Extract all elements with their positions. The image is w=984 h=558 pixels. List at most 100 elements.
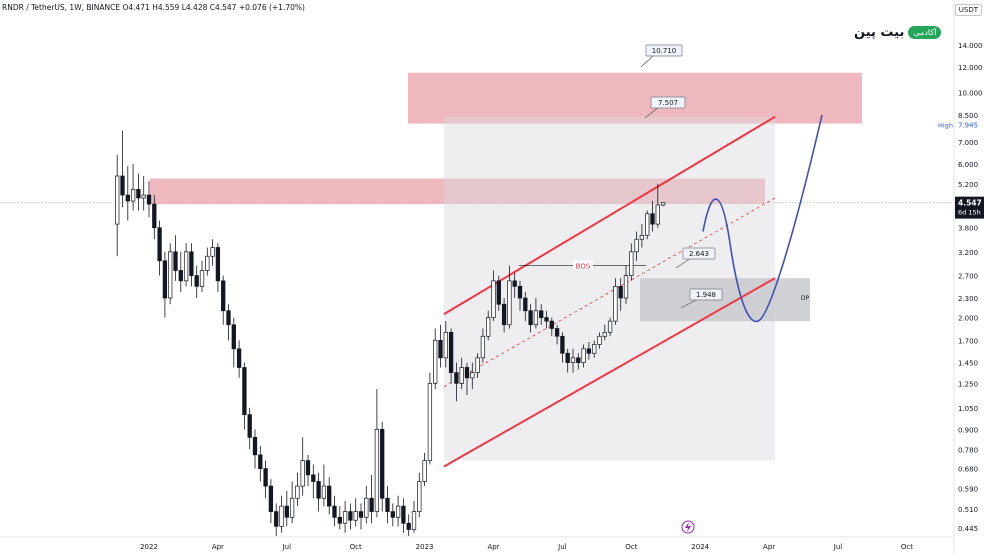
candle: [623, 265, 629, 305]
candle: [427, 372, 433, 465]
candle-body: [120, 175, 125, 196]
x-tick-label: Apr: [212, 543, 224, 551]
high-label: High: [938, 122, 953, 130]
currency-selector[interactable]: USDT: [954, 4, 982, 16]
symbol-info-line: RNDR / TetherUS, 1W, BINANCE O4.471 H4.5…: [2, 3, 305, 12]
candle: [570, 348, 576, 373]
label-text: 2.643: [689, 250, 709, 258]
candle: [517, 280, 523, 311]
candle: [512, 273, 517, 299]
candle-body: [486, 317, 491, 337]
candle-body: [581, 348, 586, 363]
candle-body: [459, 367, 464, 384]
candle-body: [316, 481, 321, 499]
candle-body: [178, 270, 183, 282]
candle: [374, 389, 380, 518]
label-pointer: [644, 106, 660, 119]
candle-body: [501, 303, 507, 326]
x-tick-label: Jul: [557, 543, 567, 551]
candle-body: [364, 497, 369, 518]
candle-body: [210, 247, 215, 257]
candle: [274, 503, 279, 536]
candle: [215, 243, 221, 293]
candle-body: [268, 485, 274, 512]
candle: [321, 464, 327, 507]
candle: [353, 498, 358, 527]
candle-body: [592, 344, 597, 354]
candle: [401, 498, 406, 533]
candle-body: [136, 188, 141, 199]
y-tick-label: 3.200: [958, 249, 978, 257]
candle-body: [650, 213, 655, 225]
y-tick-label: 0.900: [958, 426, 978, 434]
candle-body: [369, 497, 374, 512]
candle: [385, 486, 390, 524]
candle: [602, 324, 607, 341]
candle: [650, 201, 655, 232]
candle-body: [523, 297, 528, 312]
candle-body: [194, 275, 199, 287]
label-1948: 1.948: [680, 288, 723, 309]
candle: [607, 317, 613, 337]
projection-path: [702, 114, 823, 323]
candle: [348, 503, 353, 530]
candle-body: [173, 251, 178, 271]
candle-body: [311, 474, 316, 482]
candle-body: [496, 280, 501, 305]
candle: [454, 362, 459, 402]
label-box: [689, 288, 723, 301]
candle: [629, 243, 634, 281]
candle-body: [242, 367, 247, 415]
candle: [496, 275, 501, 311]
y-tick-label: 0.590: [958, 485, 978, 493]
candle: [655, 183, 660, 228]
candle-body: [183, 251, 189, 282]
candle: [544, 310, 549, 329]
candle-body: [533, 310, 539, 326]
candle: [327, 477, 332, 515]
candle: [268, 479, 274, 524]
candle: [395, 495, 401, 527]
candle-body: [470, 372, 475, 379]
candle-body: [528, 310, 533, 326]
label-pointer: [640, 54, 655, 68]
candle-body: [374, 428, 380, 512]
candle: [480, 328, 486, 363]
candle-body: [597, 335, 602, 345]
candle-body: [586, 348, 592, 354]
label-text: 10.710: [652, 47, 677, 55]
candle: [162, 251, 168, 318]
y-tick-label: 2.700: [958, 273, 978, 281]
candle: [613, 278, 618, 325]
candle: [539, 304, 544, 325]
y-tick-label: 0.680: [958, 466, 978, 474]
candle: [146, 181, 152, 218]
candle-body: [162, 260, 168, 299]
candle-body: [629, 251, 634, 276]
candle: [242, 362, 247, 430]
candle: [221, 275, 226, 325]
candle: [168, 243, 173, 305]
y-tick-label: 0.445: [958, 525, 978, 533]
candle: [236, 340, 242, 378]
x-tick-label: Oct: [625, 543, 637, 551]
candle-body: [427, 383, 433, 461]
candle: [528, 304, 533, 333]
y-tick-label: 0.510: [958, 506, 978, 514]
candle-body: [417, 481, 422, 512]
candle-body: [215, 247, 221, 282]
y-tick-label: 5.200: [958, 181, 978, 189]
candle: [358, 503, 364, 530]
y-tick-label: 1.450: [958, 360, 978, 368]
candle-body: [226, 310, 231, 326]
candle: [470, 362, 475, 390]
candle: [205, 247, 210, 276]
x-tick-label: 2022: [140, 543, 158, 551]
candle: [417, 472, 422, 518]
candle: [369, 474, 374, 524]
candle-body: [327, 485, 332, 507]
candle-body: [395, 505, 401, 518]
